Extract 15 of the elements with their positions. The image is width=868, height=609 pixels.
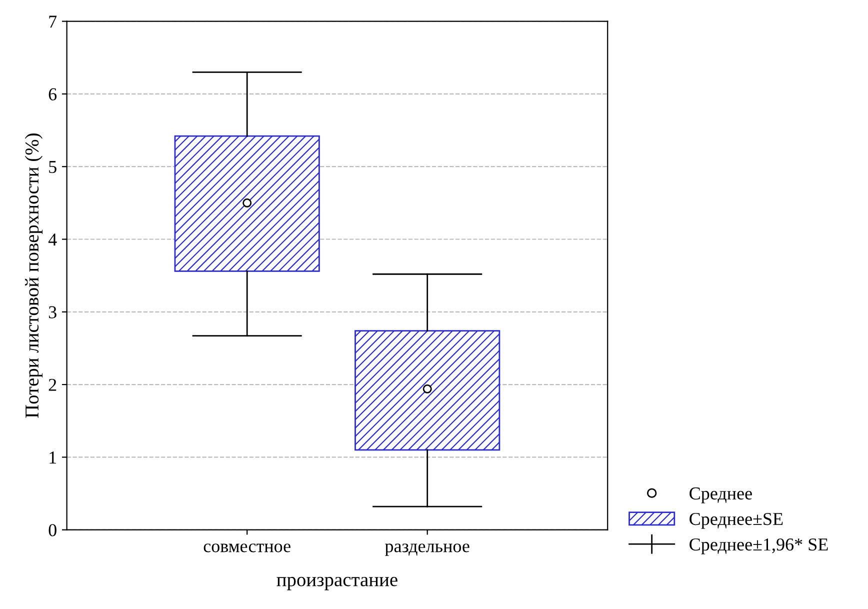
y-tick-label: 0: [48, 524, 56, 536]
y-tick-label: 5: [49, 161, 56, 174]
y-tick-label: 6: [48, 88, 57, 100]
text: Среднее: [690, 487, 752, 504]
y-tick-label: 7: [49, 16, 57, 28]
text: Среднее±1,96* SE: [690, 538, 828, 554]
y-tick-label: 3: [48, 306, 56, 318]
y-axis-title: Потери листовой поверхности (%): [24, 134, 43, 418]
y-tick-label: 2: [48, 378, 56, 391]
x-axis-title: произрастание: [276, 576, 398, 590]
x-tick-label: раздельное: [385, 544, 470, 556]
y-tick-label: 4: [48, 234, 57, 246]
x-tick-label: совместное: [204, 544, 290, 552]
legend-label: Среднее±SE: [690, 512, 783, 529]
y-tick-label: 1: [50, 452, 56, 464]
